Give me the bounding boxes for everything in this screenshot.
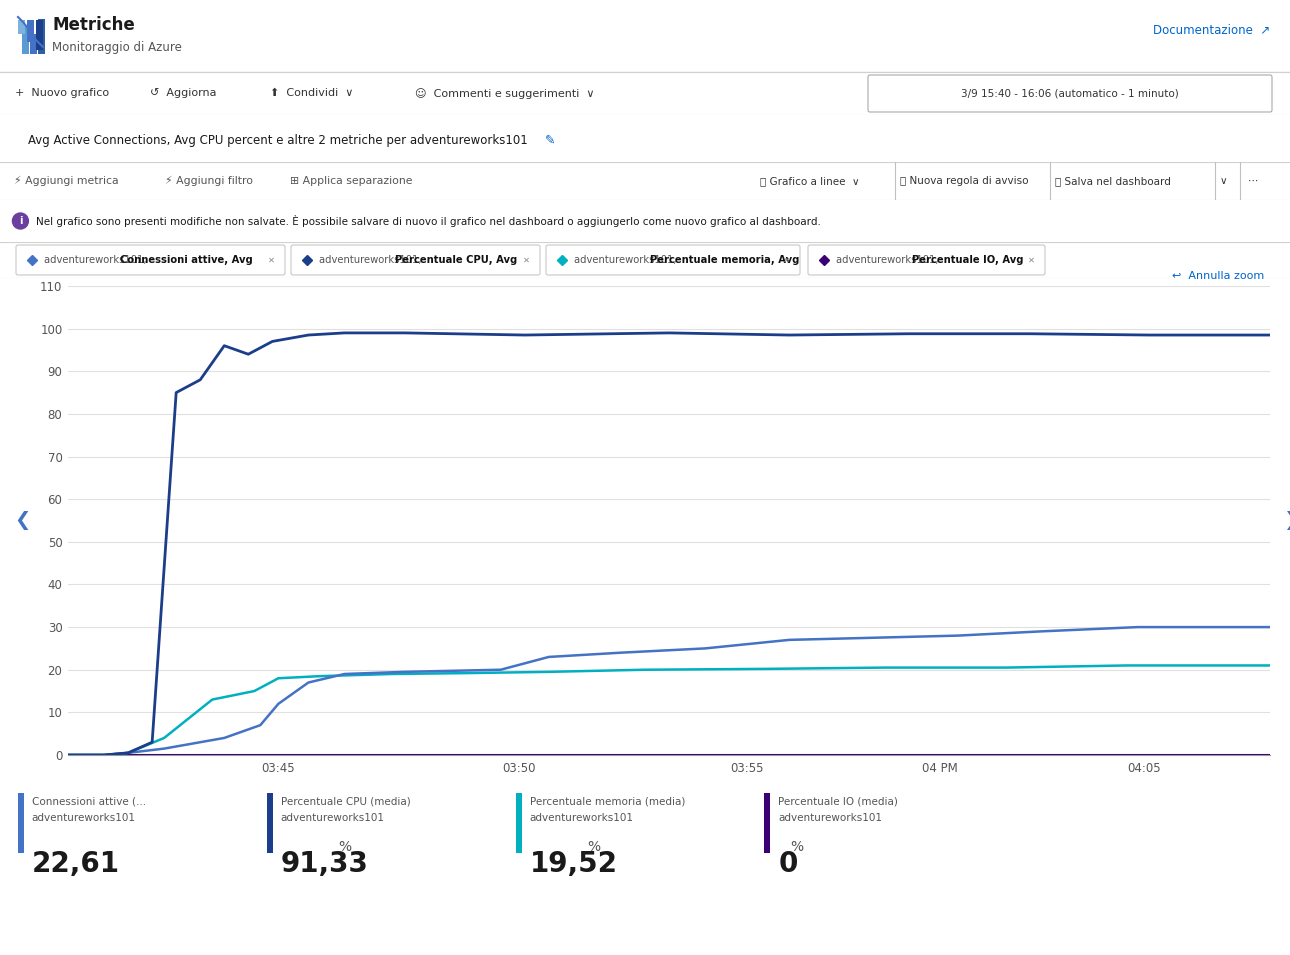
- Bar: [27, 20, 34, 42]
- Text: %: %: [338, 840, 351, 854]
- FancyBboxPatch shape: [292, 245, 541, 275]
- Text: ⊞ Applica separazione: ⊞ Applica separazione: [290, 176, 413, 186]
- Bar: [30, 34, 37, 54]
- Text: ⚡ Aggiungi filtro: ⚡ Aggiungi filtro: [165, 176, 253, 186]
- Bar: [18, 20, 25, 34]
- Text: ❮: ❮: [14, 511, 31, 530]
- FancyBboxPatch shape: [868, 75, 1272, 112]
- FancyBboxPatch shape: [808, 245, 1045, 275]
- Text: adventureworks101: adventureworks101: [32, 813, 135, 823]
- Text: Percentuale memoria, Avg: Percentuale memoria, Avg: [650, 255, 800, 265]
- FancyBboxPatch shape: [15, 245, 285, 275]
- FancyBboxPatch shape: [546, 245, 800, 275]
- Text: Percentuale CPU (media): Percentuale CPU (media): [281, 796, 410, 806]
- Text: Connessioni attive, Avg: Connessioni attive, Avg: [120, 255, 253, 265]
- Bar: [516, 793, 521, 853]
- Text: ⚡ Aggiungi metrica: ⚡ Aggiungi metrica: [14, 176, 119, 186]
- Bar: [22, 26, 28, 54]
- Bar: [37, 19, 45, 54]
- Text: 22,61: 22,61: [32, 850, 120, 878]
- Text: 📈 Grafico a linee  ∨: 📈 Grafico a linee ∨: [760, 176, 859, 186]
- Text: adventureworks101: adventureworks101: [529, 813, 633, 823]
- Circle shape: [13, 213, 28, 229]
- Bar: [765, 793, 770, 853]
- Text: 💾 Salva nel dashboard: 💾 Salva nel dashboard: [1055, 176, 1171, 186]
- Text: ☺  Commenti e suggerimenti  ∨: ☺ Commenti e suggerimenti ∨: [415, 88, 595, 99]
- Text: adventureworks101: adventureworks101: [281, 813, 384, 823]
- Text: Metriche: Metriche: [52, 16, 134, 34]
- Text: Percentuale IO (media): Percentuale IO (media): [778, 796, 898, 806]
- Text: 91,33: 91,33: [281, 850, 369, 878]
- Text: %: %: [789, 840, 802, 854]
- Text: adventureworks101,: adventureworks101,: [836, 255, 942, 265]
- Bar: [18, 793, 23, 853]
- Text: ❯: ❯: [1284, 511, 1290, 530]
- Text: +  Nuovo grafico: + Nuovo grafico: [15, 89, 110, 98]
- Text: Percentuale IO, Avg: Percentuale IO, Avg: [912, 255, 1023, 265]
- Text: 19,52: 19,52: [529, 850, 618, 878]
- Text: adventureworks101,: adventureworks101,: [44, 255, 150, 265]
- Text: Documentazione  ↗: Documentazione ↗: [1153, 24, 1269, 36]
- Text: adventureworks101,: adventureworks101,: [319, 255, 424, 265]
- Bar: [36, 20, 43, 50]
- Text: ⋯: ⋯: [1247, 176, 1258, 186]
- Text: i: i: [18, 216, 22, 226]
- Text: adventureworks101: adventureworks101: [778, 813, 882, 823]
- Text: Connessioni attive (...: Connessioni attive (...: [32, 796, 146, 806]
- Text: ✕: ✕: [522, 256, 529, 265]
- Text: ✎: ✎: [544, 134, 556, 146]
- Text: ✕: ✕: [267, 256, 275, 265]
- Text: 0: 0: [778, 850, 797, 878]
- Text: Nel grafico sono presenti modifiche non salvate. È possibile salvare di nuovo il: Nel grafico sono presenti modifiche non …: [36, 215, 822, 227]
- Text: Monitoraggio di Azure: Monitoraggio di Azure: [52, 40, 182, 53]
- Text: ✕: ✕: [783, 256, 789, 265]
- Text: ↺  Aggiorna: ↺ Aggiorna: [150, 89, 217, 98]
- Text: %: %: [587, 840, 600, 854]
- Text: 3/9 15:40 - 16:06 (automatico - 1 minuto): 3/9 15:40 - 16:06 (automatico - 1 minuto…: [961, 89, 1179, 98]
- Text: ↩  Annulla zoom: ↩ Annulla zoom: [1171, 271, 1264, 282]
- Text: Avg Active Connections, Avg CPU percent e altre 2 metriche per adventureworks101: Avg Active Connections, Avg CPU percent …: [28, 134, 528, 146]
- Text: ✕: ✕: [1028, 256, 1035, 265]
- Text: Percentuale memoria (media): Percentuale memoria (media): [529, 796, 685, 806]
- Text: 🔔 Nuova regola di avviso: 🔔 Nuova regola di avviso: [900, 176, 1028, 186]
- Bar: [267, 793, 272, 853]
- Text: ∨: ∨: [1220, 176, 1228, 186]
- Text: ⬆  Condividi  ∨: ⬆ Condividi ∨: [270, 89, 353, 98]
- Text: adventureworks101,: adventureworks101,: [574, 255, 680, 265]
- Text: Percentuale CPU, Avg: Percentuale CPU, Avg: [395, 255, 517, 265]
